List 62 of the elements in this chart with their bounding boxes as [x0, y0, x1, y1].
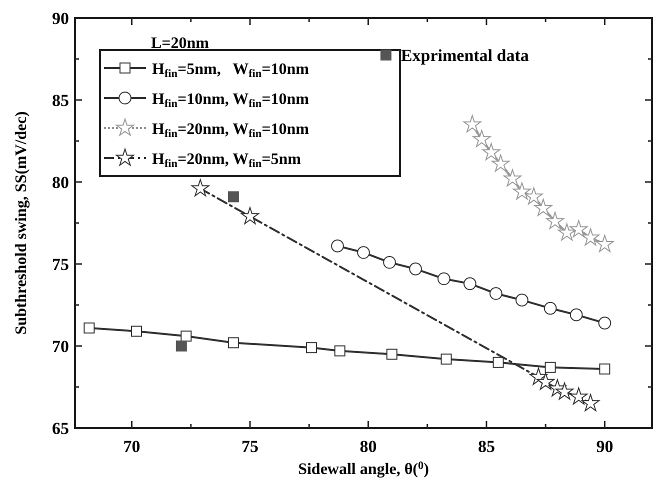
point [570, 387, 588, 405]
y-tick-label: 70 [52, 337, 69, 356]
point [176, 340, 187, 352]
point [357, 246, 370, 259]
legend-label: Exprimental data [400, 46, 530, 65]
point [546, 212, 564, 230]
x-tick-label: 85 [478, 437, 495, 456]
point [512, 182, 531, 200]
point [544, 302, 557, 315]
point [534, 198, 552, 216]
point [463, 277, 476, 290]
point [598, 316, 612, 330]
point [334, 345, 346, 356]
point [84, 322, 95, 334]
point [544, 362, 556, 373]
y-tick-label: 80 [52, 173, 69, 192]
y-tick-label: 65 [52, 419, 69, 438]
point [492, 356, 504, 368]
point [555, 382, 574, 400]
point [331, 240, 344, 252]
point [516, 294, 528, 306]
point [440, 354, 452, 365]
point [383, 256, 396, 269]
point [228, 337, 239, 348]
y-tick-label: 90 [52, 9, 69, 28]
legend-label: H$_{fin}$=20nm, W$_{fin}$=10nm [152, 121, 310, 140]
x-tick-label: 75 [241, 437, 258, 456]
legend-label: H$_{fin}$=10nm, W$_{fin}$=10nm [152, 91, 310, 110]
point [582, 228, 600, 246]
point [386, 348, 398, 360]
point [180, 330, 192, 342]
legend-label: H$_{fin}$=20nm, W$_{fin}$=5nm [152, 151, 302, 170]
legend-label: H$_{fin}$=5nm, W$_{fin}$=10nm [152, 61, 310, 80]
point [191, 179, 210, 196]
point [482, 143, 500, 160]
point [130, 326, 142, 337]
x-tick-label: 80 [360, 437, 377, 456]
point [582, 394, 600, 412]
point [524, 187, 543, 205]
point [409, 262, 422, 276]
point [599, 363, 610, 374]
point [570, 220, 588, 238]
point [463, 115, 482, 132]
point [472, 130, 491, 148]
y-tick-label: 75 [52, 255, 69, 274]
point [240, 206, 260, 224]
point [536, 372, 555, 390]
point [596, 234, 614, 252]
point [228, 191, 239, 202]
point [503, 169, 522, 186]
x-axis-title: Sidewall angle, θ($^{0}$) [298, 460, 429, 478]
x-tick-label: 90 [596, 437, 614, 456]
point [492, 154, 510, 172]
y-axis-title: Subthreshold swing, SS(mV/dec) [13, 111, 30, 335]
annotation: L=20nm [150, 35, 210, 52]
point [570, 308, 583, 322]
point [437, 272, 450, 286]
point [558, 223, 576, 241]
y-tick-label: 85 [52, 91, 69, 110]
x-tick-label: 70 [123, 437, 140, 456]
point [306, 342, 317, 354]
point [490, 287, 502, 300]
